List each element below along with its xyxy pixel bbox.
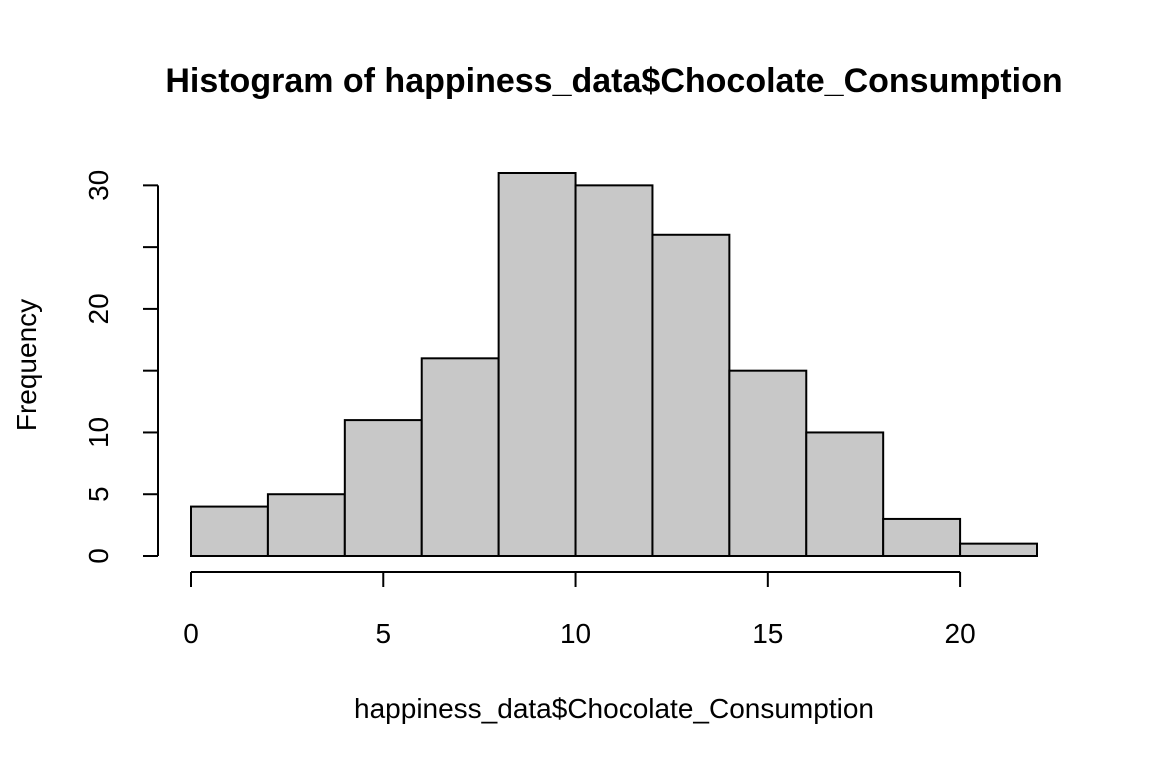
histogram-bar [190,505,269,558]
y-tick-label: 20 [83,293,114,324]
histogram-bar [805,431,885,557]
y-tick-label: 5 [83,486,114,502]
histogram-bar [728,369,808,558]
histogram-bar [497,172,577,557]
histogram-bar [420,357,500,557]
x-tick-label: 20 [945,618,976,649]
histogram-bar [343,419,423,557]
y-axis-label: Frequency [11,299,42,431]
bars-group [190,172,1038,558]
y-tick-label: 10 [83,417,114,448]
histogram-bar [651,233,731,557]
x-axis-label: happiness_data$Chocolate_Consumption [354,693,874,724]
histogram-bar [266,493,346,557]
x-tick-label: 5 [375,618,391,649]
histogram-bar [574,184,654,558]
x-tick-label: 10 [560,618,591,649]
chart-title: Histogram of happiness_data$Chocolate_Co… [165,62,1062,100]
histogram-bar [959,542,1038,557]
x-tick-label: 0 [183,618,199,649]
y-tick-label: 0 [83,548,114,564]
x-tick-label: 15 [752,618,783,649]
y-tick-label: 30 [83,170,114,201]
x-axis: 0 5 10 15 20 [183,571,976,649]
histogram-bar [882,517,962,558]
y-axis: 0 5 10 20 30 [83,170,159,564]
